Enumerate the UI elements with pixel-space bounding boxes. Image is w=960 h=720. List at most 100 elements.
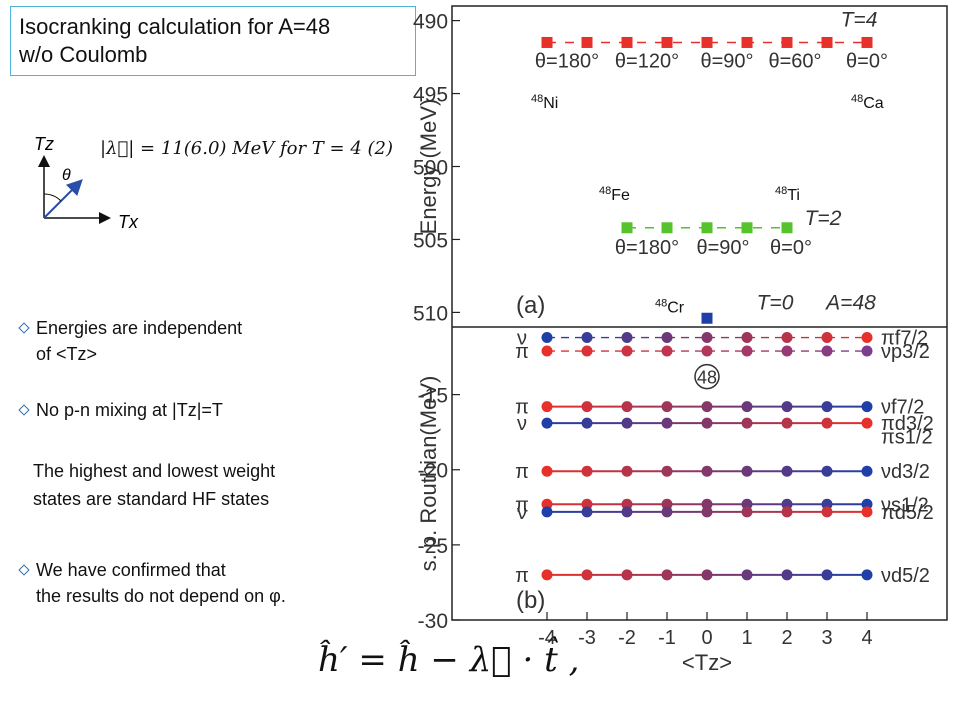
routhian-point <box>541 569 553 581</box>
angle-label-t4: θ=90° <box>700 50 753 72</box>
bullet-pn-mixing: No p-n mixing at |Tz|=T <box>16 397 223 423</box>
routhian-point <box>701 417 713 429</box>
diamond-bullet-icon <box>18 404 30 416</box>
angle-label-t4: θ=0° <box>846 50 888 72</box>
data-point-square <box>861 36 873 48</box>
routhian-point <box>581 417 593 429</box>
routhian-point <box>861 332 873 344</box>
title-box: Isocranking calculation for A=48 w/o Cou… <box>10 6 416 76</box>
mass-number: 48 <box>531 93 543 105</box>
routhian-point <box>741 401 753 413</box>
angle-label-t2: θ=180° <box>615 237 679 259</box>
y-tick-label-b: -30 <box>418 610 448 633</box>
bullet-2-line-1: No p-n mixing at |Tz|=T <box>36 400 223 420</box>
diamond-bullet-icon <box>18 322 30 334</box>
routhian-point <box>861 465 873 477</box>
left-orbital-label: π <box>515 461 529 483</box>
routhian-point <box>781 465 793 477</box>
left-orbital-label: ν <box>517 328 527 350</box>
note-line-2: states are standard HF states <box>33 489 270 509</box>
chart-annotation: T=2 <box>805 207 842 230</box>
routhian-point <box>781 332 793 344</box>
nucleus-label: 48Fe <box>599 185 630 204</box>
data-point-square <box>661 36 673 48</box>
x-tick-label: -2 <box>618 627 636 649</box>
angle-label-t2: θ=90° <box>696 237 749 259</box>
y-tick-label-b: -25 <box>418 535 448 558</box>
x-tick-label: -4 <box>538 627 556 649</box>
routhian-point <box>621 417 633 429</box>
note-weight-states: The highest and lowest weight states are… <box>33 457 275 513</box>
left-orbital-label: π <box>515 341 529 363</box>
routhian-point <box>541 465 553 477</box>
routhian-point <box>821 569 833 581</box>
y-tick-label-a: -500 <box>412 157 448 180</box>
angle-arc <box>43 193 62 202</box>
circle-48-label: 48 <box>697 368 717 388</box>
routhian-point <box>621 569 633 581</box>
y-tick-label-a: -495 <box>412 84 448 107</box>
routhian-point <box>861 345 873 357</box>
data-point-square <box>581 36 593 48</box>
element-symbol: Ti <box>787 187 800 204</box>
routhian-point <box>701 345 713 357</box>
bullet-confirmed: We have confirmed that the results do no… <box>16 557 286 609</box>
chart-annotation: T=0 <box>757 291 794 314</box>
routhian-point <box>621 401 633 413</box>
right-orbital-label: νd3/2 <box>881 461 930 483</box>
angle-label-t4: θ=180° <box>535 50 599 72</box>
hamiltonian-formula: ĥ′ = ĥ − λ⃗ · t̂ , <box>318 640 580 680</box>
data-point-square <box>621 222 633 234</box>
data-point-square <box>541 36 553 48</box>
left-orbital-label: ν <box>517 413 527 435</box>
routhian-point <box>701 506 713 518</box>
routhian-point <box>781 417 793 429</box>
routhian-point <box>701 401 713 413</box>
angle-label-t4: θ=120° <box>615 50 679 72</box>
routhian-point <box>661 401 673 413</box>
routhian-point <box>741 345 753 357</box>
routhian-point <box>741 417 753 429</box>
routhian-point <box>661 332 673 344</box>
routhian-point <box>581 506 593 518</box>
y-axis-label-b: s. p. Routhian(MeV) <box>416 376 441 572</box>
routhian-point <box>621 345 633 357</box>
data-point-square <box>741 222 753 234</box>
routhian-point <box>541 332 553 344</box>
routhian-point <box>781 345 793 357</box>
routhian-point <box>821 417 833 429</box>
routhian-point <box>541 345 553 357</box>
mass-number: 48 <box>851 93 863 105</box>
y-tick-label-b: -15 <box>418 385 448 408</box>
routhian-point <box>741 332 753 344</box>
nucleus-label: 48Cr <box>655 297 685 316</box>
right-orbital-label: πd5/2 <box>881 502 934 524</box>
routhian-point <box>821 401 833 413</box>
data-point-square <box>701 36 713 48</box>
tx-label: Tx <box>118 212 139 232</box>
x-tick-label: -1 <box>658 627 676 649</box>
bullet-1-line-2: of <Tz> <box>36 344 98 364</box>
data-point-square <box>781 222 793 234</box>
x-tick-label: 0 <box>701 627 712 649</box>
routhian-point <box>741 465 753 477</box>
mass-number: 48 <box>599 185 611 197</box>
routhian-point <box>541 401 553 413</box>
routhian-point <box>581 332 593 344</box>
routhian-point <box>621 465 633 477</box>
right-orbital-label: πd3/2 <box>881 413 934 435</box>
mass-number: 48 <box>655 297 667 309</box>
right-orbital-label: νd5/2 <box>881 565 930 587</box>
data-point-square <box>701 222 713 234</box>
bullet-3-line-2: the results do not depend on φ. <box>36 586 286 606</box>
nucleus-label: 48Ni <box>531 93 558 112</box>
right-orbital-label: νp3/2 <box>881 341 930 363</box>
element-symbol: Fe <box>611 187 630 204</box>
routhian-point <box>861 569 873 581</box>
element-symbol: Ca <box>863 95 884 112</box>
left-orbital-label: π <box>515 397 529 419</box>
right-orbital-label: πs1/2 <box>881 427 933 449</box>
routhian-point <box>861 417 873 429</box>
routhian-point <box>781 569 793 581</box>
routhian-point <box>661 506 673 518</box>
